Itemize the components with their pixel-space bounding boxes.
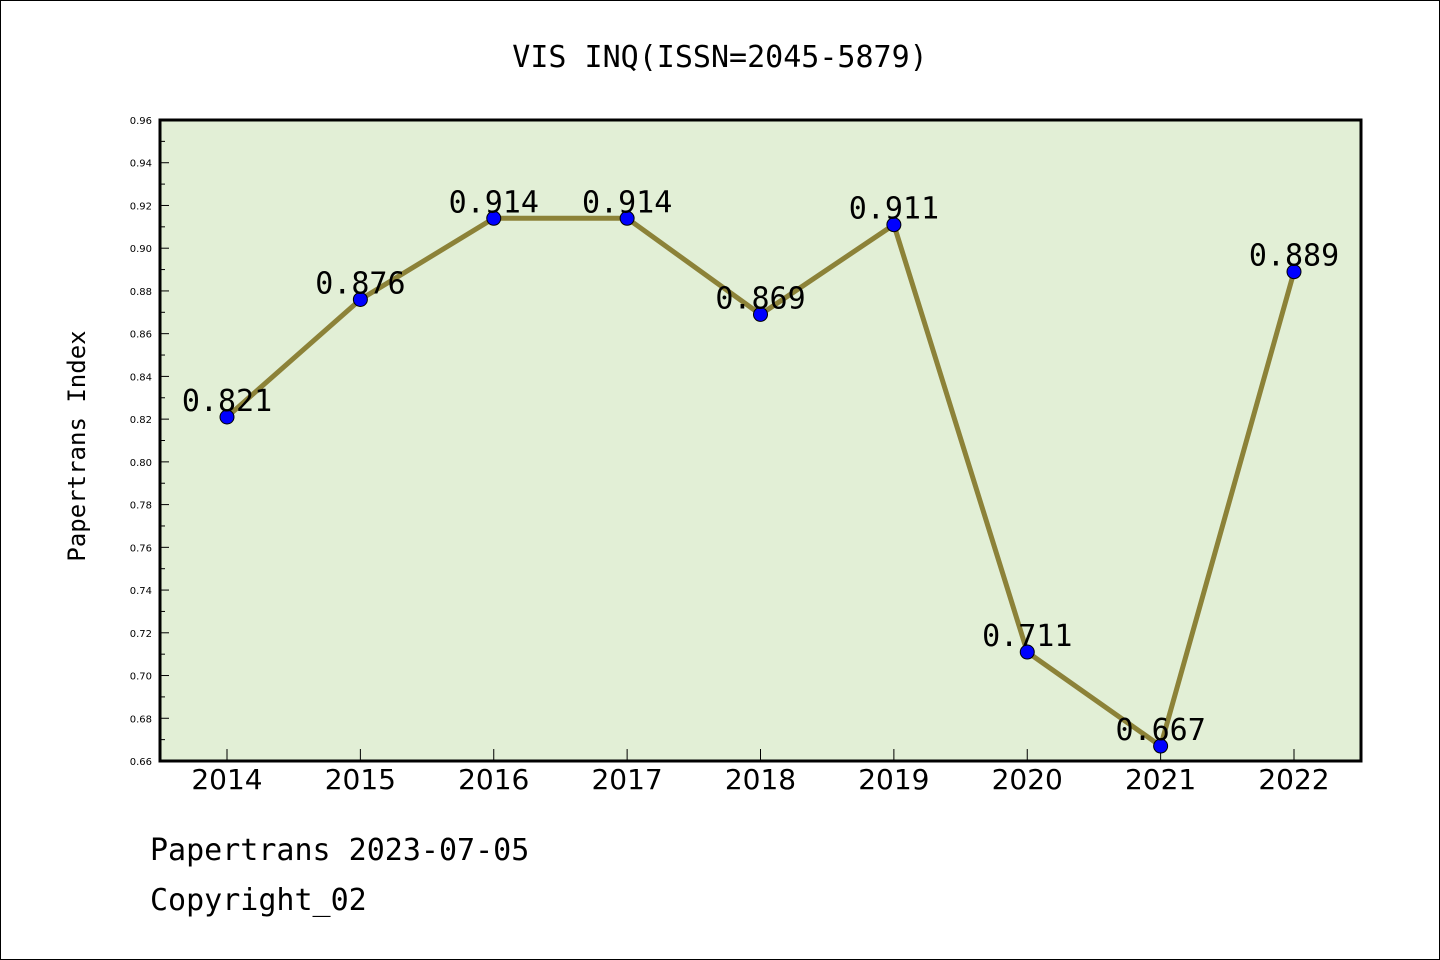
y-tick-label: 0.84 — [130, 372, 152, 383]
series-line-group — [219, 210, 1302, 754]
x-tick-label: 2019 — [858, 763, 929, 796]
data-label: 0.821 — [182, 384, 272, 419]
y-tick-label: 0.70 — [130, 672, 152, 683]
x-tick-label: 2022 — [1258, 763, 1329, 796]
y-tick-label: 0.86 — [130, 330, 152, 341]
x-tick-label: 2020 — [992, 763, 1063, 796]
x-tick-label: 2015 — [325, 763, 396, 796]
footer-copyright: Copyright_02 — [150, 883, 367, 918]
x-tick-label: 2014 — [191, 763, 262, 796]
data-point — [1019, 644, 1035, 660]
plot-area — [160, 120, 1361, 761]
y-tick-label: 0.72 — [130, 629, 152, 640]
data-label: 0.876 — [315, 266, 405, 301]
y-tick-label: 0.78 — [130, 501, 152, 512]
data-label-group: 0.821 0.876 0.914 0.914 0.869 0.911 0.711 0.667… — [182, 185, 1339, 748]
data-point — [219, 409, 235, 425]
data-point — [753, 306, 768, 322]
y-axis-label: Papertrans Index — [63, 330, 91, 561]
y-tick-label: 0.74 — [130, 586, 152, 597]
data-point — [619, 210, 635, 226]
chart-title: VIS INQ(ISSN=2045-5879) — [512, 40, 927, 75]
data-label: 0.914 — [449, 185, 539, 220]
y-axis: 0.66 0.68 0.70 0.72 0.74 0.76 0.78 0.80 0.82 0.84… — [130, 116, 169, 768]
footer-date: Papertrans 2023-07-05 — [150, 833, 530, 868]
data-label: 0.869 — [715, 281, 805, 316]
data-point — [352, 291, 368, 307]
x-tick-label: 2018 — [725, 763, 796, 796]
data-point — [1286, 264, 1302, 280]
y-tick-label: 0.68 — [130, 714, 152, 725]
data-label: 0.914 — [582, 185, 672, 220]
x-tick-label: 2017 — [591, 763, 662, 796]
y-tick-label: 0.90 — [130, 244, 152, 255]
x-axis: 2014 2015 2016 2017 2018 2019 2020 2021 2022 — [191, 749, 1330, 796]
data-label: 0.667 — [1115, 713, 1205, 748]
data-label: 0.889 — [1249, 239, 1339, 274]
plot-border — [158, 118, 1363, 763]
y-tick-label: 0.94 — [130, 159, 152, 170]
y-tick-label: 0.92 — [130, 201, 152, 212]
data-point — [486, 210, 502, 226]
y-tick-label: 0.66 — [130, 757, 152, 768]
y-tick-label: 0.80 — [130, 458, 152, 469]
data-label: 0.711 — [982, 619, 1072, 654]
data-point — [886, 217, 902, 233]
data-label: 0.911 — [849, 192, 939, 227]
x-tick-label: 2016 — [458, 763, 529, 796]
y-tick-label: 0.82 — [130, 415, 152, 426]
y-tick-label: 0.76 — [130, 543, 152, 554]
x-tick-label: 2021 — [1125, 763, 1196, 796]
y-tick-label: 0.88 — [130, 287, 152, 298]
y-tick-label: 0.96 — [130, 116, 152, 127]
data-point — [1153, 738, 1169, 754]
